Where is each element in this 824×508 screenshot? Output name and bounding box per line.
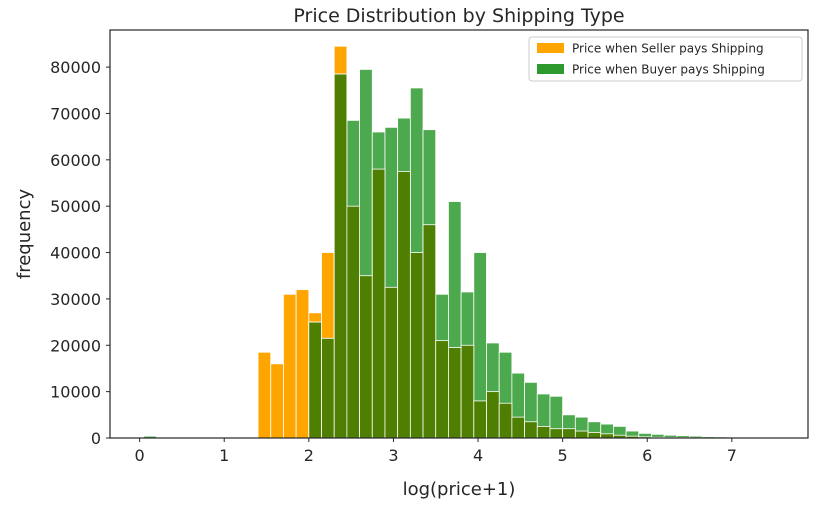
bar-seller [258,352,271,438]
bar-overlap [601,434,614,438]
x-axis-label: log(price+1) [403,479,516,500]
x-tick-label: 0 [135,446,145,465]
bar-overlap [486,392,499,438]
legend-label-seller: Price when Seller pays Shipping [572,42,764,56]
legend: Price when Seller pays Shipping Price wh… [529,37,802,81]
x-tick-label: 4 [473,446,483,465]
x-axis-ticks: 0 1 2 3 4 5 6 7 [135,438,737,465]
x-tick-label: 3 [388,446,398,465]
y-axis-label: frequency [14,189,35,280]
bar-overlap [334,74,347,438]
y-tick-label: 20000 [50,336,101,355]
y-axis-ticks: 0 10000 20000 30000 40000 50000 60000 70000 8000… [50,58,110,448]
bar-overlap [347,206,360,438]
bar-overlap [436,341,449,438]
bar-overlap [499,403,512,438]
y-tick-label: 80000 [50,58,101,77]
bar-overlap [448,348,461,438]
y-tick-label: 50000 [50,197,101,216]
y-tick-label: 0 [91,429,101,448]
chart-title: Price Distribution by Shipping Type [293,5,624,27]
bar-overlap [398,171,411,438]
bar-overlap [461,345,474,438]
x-tick-label: 1 [219,446,229,465]
bar-overlap [512,417,525,438]
bar-overlap [322,338,335,438]
legend-swatch-buyer [537,64,564,74]
legend-label-buyer: Price when Buyer pays Shipping [572,63,765,77]
bar-overlap [385,287,398,438]
bar-overlap [474,401,487,438]
y-tick-label: 30000 [50,290,101,309]
bar-overlap [575,431,588,438]
legend-swatch-seller [537,43,564,53]
bars-layer [144,46,804,438]
y-tick-label: 10000 [50,383,101,402]
bar-overlap [309,322,322,438]
bar-overlap [537,426,550,438]
bar-overlap [410,253,423,438]
bar-seller [296,290,309,438]
bar-seller [271,364,284,438]
bar-overlap [525,422,538,438]
bar-overlap [372,169,385,438]
bar-overlap [588,432,601,438]
y-tick-label: 70000 [50,104,101,123]
bar-overlap [360,276,373,438]
bar-seller [283,294,296,438]
x-tick-label: 2 [304,446,314,465]
y-tick-label: 40000 [50,244,101,263]
bar-overlap [423,225,436,438]
bar-overlap [550,429,563,438]
x-tick-label: 6 [642,446,652,465]
y-tick-label: 60000 [50,151,101,170]
x-tick-label: 5 [558,446,568,465]
bar-overlap [563,429,576,438]
x-tick-label: 7 [727,446,737,465]
